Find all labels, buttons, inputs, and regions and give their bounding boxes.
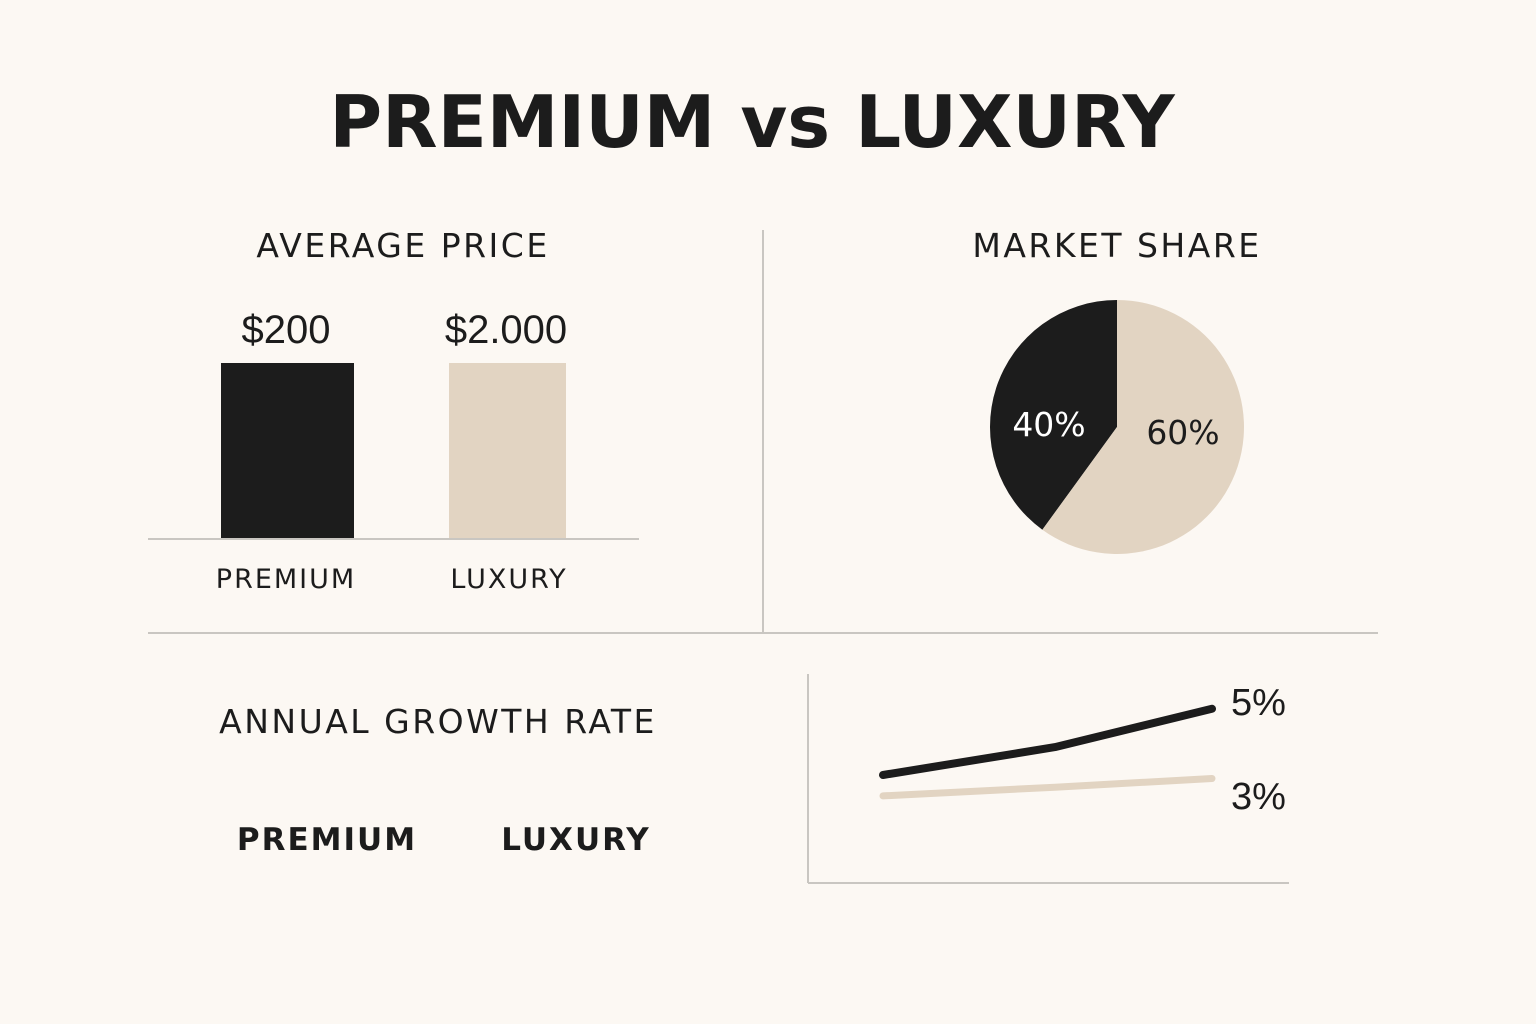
bar-category-label-premium: PREMIUM xyxy=(216,564,356,595)
bar-value-label-luxury: $2.000 xyxy=(445,308,567,352)
bar-luxury xyxy=(449,363,566,538)
average-price-heading: AVERAGE PRICE xyxy=(256,226,549,265)
pie-label-60: 60% xyxy=(1146,413,1219,452)
pie-slice-60 xyxy=(1042,300,1244,554)
market-share-heading: MARKET SHARE xyxy=(972,226,1261,265)
bar-category-label-luxury: LUXURY xyxy=(450,564,567,595)
line-series-premium xyxy=(879,704,1216,779)
average-price-chart: AVERAGE PRICE $200 $2.000 PREMIUM LUXURY xyxy=(148,226,639,595)
line-end-label-luxury: 3% xyxy=(1231,776,1286,818)
annual-growth-chart: ANNUAL GROWTH RATE PREMIUM LUXURY 5% 3% xyxy=(219,674,1289,884)
line-end-label-premium: 5% xyxy=(1231,682,1286,724)
legend-label-premium: PREMIUM xyxy=(237,822,417,858)
pie-slice-40 xyxy=(989,300,1117,530)
annual-growth-heading: ANNUAL GROWTH RATE xyxy=(219,702,657,741)
bar-value-label-premium: $200 xyxy=(242,308,331,352)
pie-label-40: 40% xyxy=(1012,405,1085,444)
bar-premium xyxy=(221,363,354,538)
page-title: PREMIUM vs LUXURY xyxy=(329,80,1175,164)
legend-label-luxury: LUXURY xyxy=(501,822,651,858)
line-series-luxury xyxy=(879,775,1216,800)
market-share-chart: MARKET SHARE 40% 60% xyxy=(972,226,1261,554)
